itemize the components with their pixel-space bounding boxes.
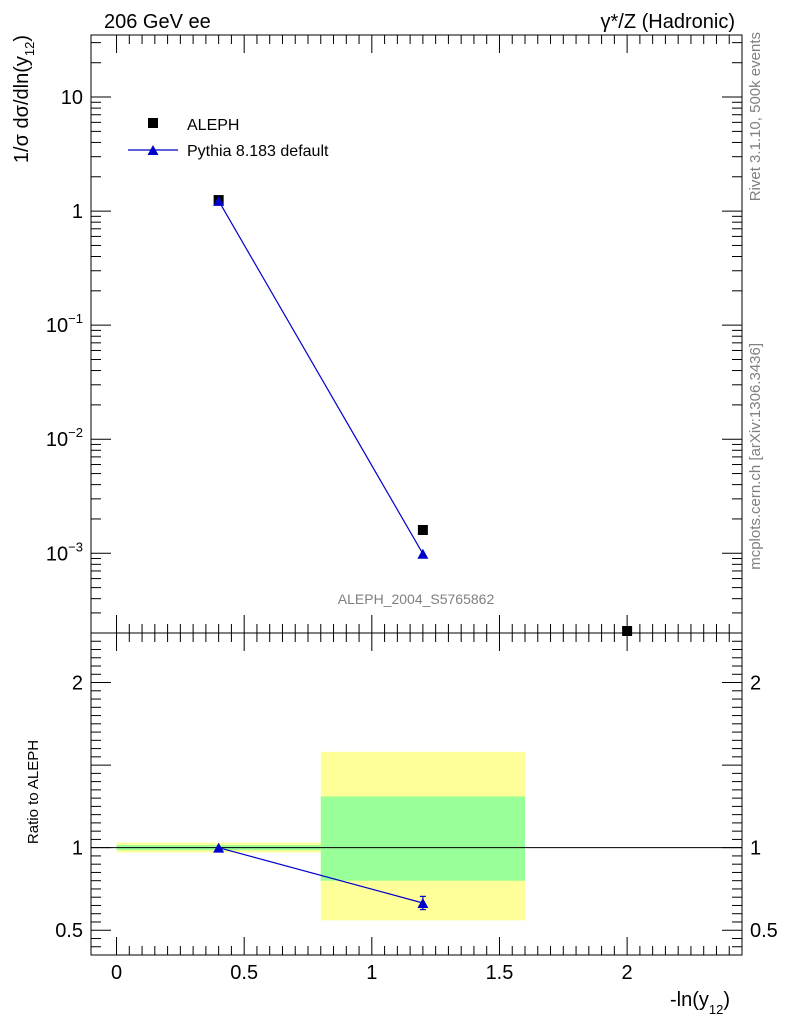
main-y-tick-label-base: 10: [46, 315, 68, 337]
main-data-point: [417, 524, 428, 535]
ratio-mc-point: [417, 897, 429, 908]
ratio-plot-area: [91, 751, 742, 921]
main-y-axis-title-main: 1/σ dσ/dln(y: [11, 56, 33, 163]
legend-pythia-marker: [147, 145, 159, 155]
ratio-band-stat: [320, 796, 525, 881]
header-left-label: 206 GeV ee: [104, 11, 211, 33]
x-axis-title-main: -ln(y: [670, 989, 709, 1011]
legend: ALEPH Pythia 8.183 default: [128, 117, 329, 160]
ratio-y-axis-title: Ratio to ALEPH: [25, 740, 42, 844]
mcplots-label: mcplots.cern.ch [arXiv:1306.3436]: [747, 343, 764, 570]
main-y-tick-label-exp: −2: [68, 425, 83, 440]
ratio-y-tick-label-right: 0.5: [750, 920, 778, 942]
header-right-label: γ*/Z (Hadronic): [601, 11, 735, 33]
ratio-y-tick-label-right: 1: [750, 838, 761, 860]
legend-pythia-label: Pythia 8.183 default: [187, 143, 329, 160]
main-y-tick-label: 1: [72, 201, 83, 223]
ratio-y-tick-label-left: 1: [72, 838, 83, 860]
main-x-ticks: [116, 35, 730, 633]
ratio-x-tick-label: 1.5: [486, 962, 514, 984]
ratio-x-tick-label: 1: [366, 962, 377, 984]
main-mc-point: [417, 548, 429, 559]
ratio-x-axis: 0 0.5 1 1.5 2: [111, 633, 730, 984]
x-axis-title-end: ): [723, 989, 730, 1011]
ratio-x-tick-label: 0.5: [230, 962, 258, 984]
ratio-x-tick-label: 0: [111, 962, 122, 984]
ratio-y-axis: 2 2 1 1 0.5 0.5: [55, 632, 778, 948]
ratio-x-tick-label: 2: [622, 962, 633, 984]
ratio-y-tick-label-left: 0.5: [55, 920, 83, 942]
ratio-mc-line: [218, 847, 424, 904]
main-y-tick-label: 10: [61, 87, 83, 109]
main-y-tick-label: 10−2: [46, 425, 83, 451]
x-axis-title: -ln(y12): [670, 989, 730, 1017]
main-y-tick-label: 10−1: [46, 311, 83, 337]
main-y-tick-label: 10−3: [46, 539, 83, 565]
ratio-y-tick-label-left: 2: [72, 673, 83, 695]
main-plot-area: [213, 195, 633, 636]
main-y-tick-label-base: 10: [46, 429, 68, 451]
main-y-tick-label-base: 10: [46, 543, 68, 565]
legend-aleph-label: ALEPH: [187, 117, 239, 134]
main-y-axis-title: 1/σ dσ/dln(y12): [11, 35, 37, 163]
rivet-version-label: Rivet 3.1.10, 500k events: [747, 32, 764, 201]
main-mc-line: [218, 200, 424, 555]
main-y-tick-label-exp: −1: [68, 311, 83, 326]
legend-aleph-marker: [148, 118, 158, 128]
ratio-panel: 2 2 1 1 0.5 0.5 0 0.5 1 1.5 2 Ratio to ALEPH -ln(…: [25, 632, 778, 1017]
main-y-axis-title-sub: 12: [22, 42, 37, 56]
x-axis-title-sub: 12: [709, 1002, 723, 1017]
watermark-label: ALEPH_2004_S5765862: [338, 591, 495, 607]
ratio-y-tick-label-right: 2: [750, 673, 761, 695]
main-y-axis-title-end: ): [11, 35, 33, 42]
ratio-mc-point: [213, 842, 225, 853]
main-mc-point: [213, 195, 225, 206]
ratio-frame: [90, 632, 743, 956]
main-y-tick-label-exp: −3: [68, 539, 83, 554]
